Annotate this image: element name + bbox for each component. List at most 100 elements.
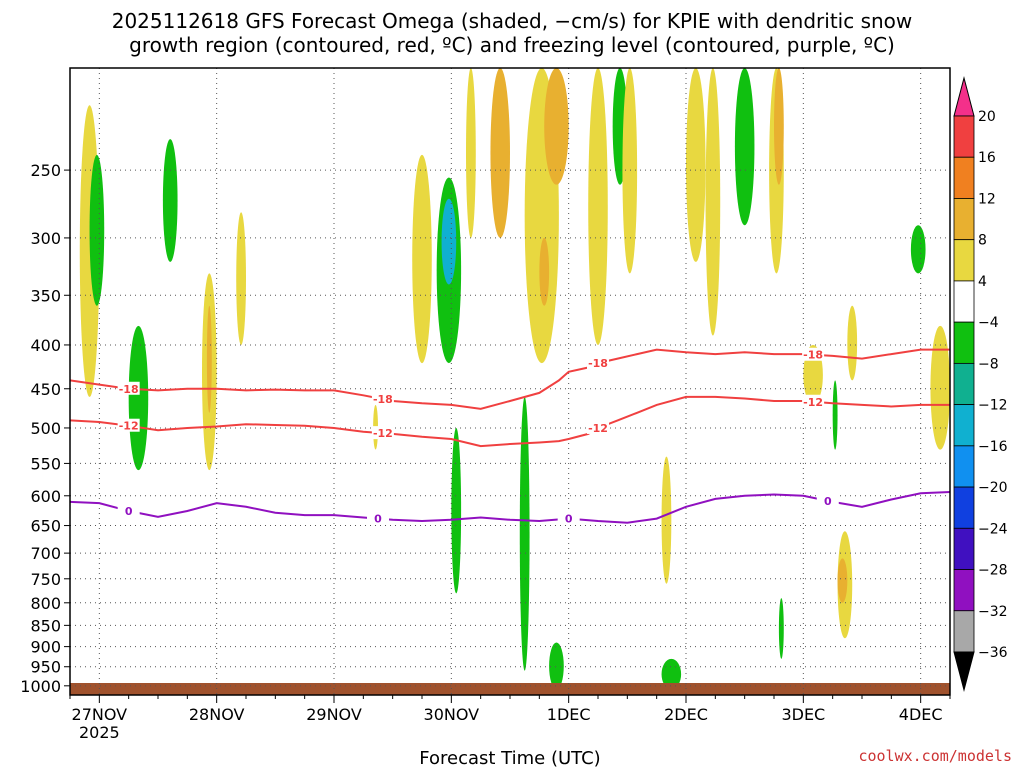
colorbar-seg-9: [953, 486, 975, 529]
omega-cell-31: [832, 380, 838, 450]
contour-label-2-3: 0: [824, 495, 832, 508]
colorbar-seg-11: [953, 569, 975, 612]
x-tick-label-30NOV: 30NOV: [424, 705, 480, 724]
chart-title-line2: growth region (contoured, red, ºC) and f…: [129, 33, 895, 57]
y-tick-label-900: 900: [30, 638, 61, 657]
contour-label-bg-0-1: [371, 392, 394, 406]
y-tick-label-400: 400: [30, 336, 61, 355]
y-tick-label-250: 250: [30, 161, 61, 180]
omega-cell-14: [519, 396, 530, 671]
contour-label-bg-0-2: [587, 356, 609, 370]
colorbar-top-arrow: [953, 76, 975, 117]
contour-label-bg-0-3: [802, 347, 825, 361]
contour-label-1-3: -12: [803, 396, 823, 409]
x-tick-label-27NOV: 27NOV: [72, 705, 128, 724]
ground-surface: [70, 683, 950, 695]
omega-cell-25: [705, 68, 721, 336]
colorbar-seg-3: [953, 239, 975, 282]
omega-cell-12: [466, 68, 476, 238]
y-tick-label-550: 550: [30, 454, 61, 473]
contour-label-bg-1-2: [587, 420, 609, 434]
colorbar-label-11: −28: [978, 563, 1008, 579]
omega-cell-5: [206, 305, 212, 413]
colorbar-label-2: 12: [978, 191, 996, 207]
colorbar-seg-2: [953, 198, 975, 241]
colorbar-label-10: −24: [978, 521, 1008, 537]
pressure-axis: 250 300 350 400 450 500 550 600 650 700 750 800 850 9…: [20, 161, 70, 696]
colorbar-label-1: 16: [978, 150, 996, 166]
contour-label-bg-1-3: [802, 394, 825, 408]
colorbar-label-7: −12: [978, 398, 1008, 414]
colorbar-bottom-arrow: [953, 651, 975, 692]
omega-cell-28: [774, 68, 784, 185]
contour-label-0-3: -18: [803, 349, 823, 362]
omega-cell-23: [661, 658, 682, 690]
chart-title-line1: 2025112618 GFS Forecast Omega (shaded, −…: [112, 9, 913, 33]
contour-label-1-1: -12: [373, 427, 393, 440]
omega-cell-18: [549, 642, 564, 690]
omega-cell-6: [236, 212, 246, 345]
omega-cell-8: [412, 154, 432, 364]
contour-label-2-1: 0: [374, 513, 382, 526]
colorbar-label-0: 20: [978, 109, 996, 125]
colorbar-label-12: −32: [978, 604, 1008, 620]
omega-cell-33: [837, 558, 848, 603]
colorbar-seg-4: [953, 280, 975, 323]
colorbar: 20 16 12 8 4 −4 −8 −12 −16 −20 −24 −28 −32 −36: [953, 76, 1008, 692]
colorbar-label-8: −16: [978, 439, 1008, 455]
colorbar-seg-5: [953, 321, 975, 364]
y-tick-label-700: 700: [30, 544, 61, 563]
contour-label-0-0: -18: [119, 383, 139, 396]
contour-label-0-2: -18: [588, 357, 608, 370]
omega-cell-29: [778, 598, 784, 659]
omega-cell-3: [162, 139, 178, 262]
omega-cell-16: [539, 237, 550, 306]
contour-label-1-2: -12: [588, 422, 608, 435]
x-tick-label-3DEC: 3DEC: [781, 705, 825, 724]
omega-cell-34: [847, 305, 858, 381]
colorbar-seg-8: [953, 445, 975, 488]
colorbar-seg-0: [953, 115, 975, 158]
y-tick-label-650: 650: [30, 517, 61, 536]
contour-label-bg-2-0: [117, 503, 140, 517]
colorbar-seg-6: [953, 362, 975, 406]
colorbar-label-6: −8: [978, 356, 999, 372]
x-tick-year: 2025: [79, 723, 120, 742]
omega-cell-26: [734, 68, 755, 226]
colorbar-label-9: −20: [978, 480, 1008, 496]
y-tick-label-600: 600: [30, 487, 61, 506]
contour-line-2: [70, 491, 950, 524]
grid: [70, 68, 950, 695]
contour-line-1: [70, 395, 950, 448]
colorbar-label-4: 4: [978, 274, 987, 290]
omega-cell-35: [910, 225, 926, 274]
y-tick-label-350: 350: [30, 286, 61, 305]
contour-label-0-1: -18: [373, 393, 393, 406]
contour-label-bg-1-1: [371, 426, 394, 440]
omega-cell-21: [622, 68, 638, 274]
colorbar-seg-1: [953, 156, 975, 199]
y-tick-label-450: 450: [30, 380, 61, 399]
contour-label-bg-2-3: [816, 493, 839, 507]
omega-shading: [79, 68, 950, 690]
credit-link[interactable]: coolwx.com/models: [858, 747, 1012, 765]
y-tick-label-950: 950: [30, 658, 61, 677]
colorbar-seg-7: [953, 404, 975, 447]
omega-cell-19: [588, 68, 608, 345]
contour-label-1-0: -12: [119, 420, 139, 433]
contour-label-bg-2-1: [367, 511, 389, 525]
x-tick-label-28NOV: 28NOV: [189, 705, 245, 724]
y-tick-label-300: 300: [30, 229, 61, 248]
contour-label-bg-1-0: [117, 418, 140, 432]
y-tick-label-800: 800: [30, 594, 61, 613]
y-tick-label-750: 750: [30, 570, 61, 589]
y-tick-label-850: 850: [30, 616, 61, 635]
colorbar-label-3: 8: [978, 233, 987, 249]
x-axis-label: Forecast Time (UTC): [419, 748, 600, 768]
omega-cell-10: [441, 198, 457, 285]
colorbar-seg-12: [953, 610, 975, 653]
omega-cell-22: [661, 456, 672, 584]
contour-label-2-2: 0: [565, 513, 573, 526]
